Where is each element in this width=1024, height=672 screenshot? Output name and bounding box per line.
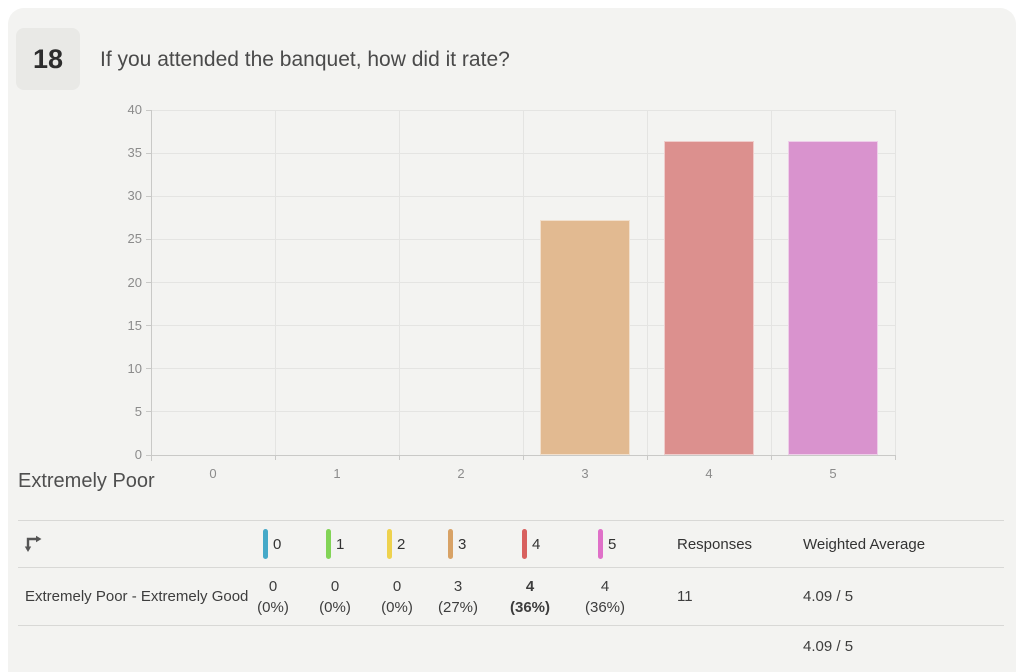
y-tick-label: 0: [134, 447, 142, 462]
y-tick-label: 30: [127, 188, 142, 204]
rating-column-label: 3: [458, 535, 467, 553]
rating-column-header-0: 0: [263, 520, 281, 568]
x-gridline: [150, 110, 152, 461]
x-gridline: [894, 110, 896, 455]
rating-cell-2: 0 (0%): [357, 568, 437, 625]
x-gridline: [274, 110, 276, 455]
x-tick-label: 1: [333, 466, 341, 481]
rating-color-pill: [263, 529, 268, 559]
y-tick: [146, 282, 151, 283]
responses-column-header: Responses: [677, 535, 753, 553]
rating-column-label: 2: [397, 535, 406, 553]
rating-count: 0: [330, 577, 340, 595]
y-tick: [146, 325, 151, 327]
rating-color-pill: [326, 529, 331, 559]
y-tick: [146, 109, 151, 111]
y-tick: [146, 411, 151, 413]
rating-count: 0: [392, 577, 402, 595]
x-tick: [274, 455, 276, 460]
rating-column-label: 0: [273, 535, 282, 553]
divider-above-table-header: [18, 520, 1004, 521]
y-tick: [146, 195, 151, 197]
rating-count: 3: [453, 577, 463, 595]
rating-cell-0: 0 (0%): [233, 568, 313, 625]
y-tick-label: 10: [127, 360, 142, 376]
answer-row-label: Extremely Poor - Extremely Good: [25, 588, 249, 605]
rating-count: 4: [525, 577, 535, 595]
x-gridline: [770, 110, 772, 455]
rating-cell-4: 4 (36%): [490, 568, 570, 625]
x-gridline: [646, 110, 648, 455]
weighted-average-value: 4.09 / 5: [803, 588, 854, 605]
y-tick: [146, 368, 151, 370]
y-tick-label: 15: [127, 317, 142, 333]
rating-cell-5: 4 (36%): [565, 568, 645, 625]
y-tick-label: 20: [127, 274, 142, 290]
x-tick-label: 4: [705, 466, 713, 481]
rating-percent: (0%): [257, 598, 289, 616]
x-tick: [894, 455, 896, 460]
x-tick-label: 3: [581, 466, 589, 481]
rating-color-pill: [522, 529, 527, 559]
bar-rating-5: [788, 141, 878, 455]
rating-cell-3: 3 (27%): [418, 568, 498, 625]
x-tick: [398, 455, 400, 460]
total-weighted-average: 4.09 / 5: [803, 637, 854, 655]
rating-count: 0: [268, 577, 278, 595]
x-tick: [522, 455, 524, 460]
x-gridline: [522, 110, 524, 455]
rating-percent: (36%): [584, 598, 625, 616]
rating-column-header-5: 5: [598, 520, 616, 568]
y-tick-label: 35: [127, 145, 142, 161]
rating-column-header-4: 4: [522, 520, 540, 568]
rating-count: 4: [600, 577, 610, 595]
rating-color-pill: [598, 529, 603, 559]
x-tick: [770, 455, 772, 460]
y-tick: [146, 238, 151, 240]
x-tick-label: 2: [457, 466, 465, 481]
x-tick: [150, 455, 152, 460]
y-tick: [146, 152, 151, 154]
y-tick-label: 25: [127, 231, 142, 247]
rating-cell-1: 0 (0%): [295, 568, 375, 625]
rating-percent: (36%): [509, 598, 550, 616]
y-tick-label: 5: [134, 403, 142, 419]
y-tick-label: 40: [127, 102, 142, 117]
rating-color-pill: [448, 529, 453, 559]
y-tick: [146, 454, 151, 456]
rating-percent: (0%): [381, 598, 413, 616]
x-gridline: [398, 110, 400, 455]
rating-color-pill: [387, 529, 392, 559]
rating-column-label: 1: [336, 535, 345, 553]
rating-column-header-1: 1: [326, 520, 344, 568]
rating-column-label: 5: [608, 535, 617, 553]
x-tick: [646, 455, 648, 460]
question-title: If you attended the banquet, how did it …: [100, 48, 510, 71]
divider-below-table-row: [18, 625, 1004, 626]
rating-column-label: 4: [532, 535, 541, 553]
question-number: 18: [32, 43, 64, 74]
x-tick-label: 0: [209, 466, 217, 481]
question-result-card: 18 If you attended the banquet, how did …: [8, 8, 1016, 672]
responses-value: 11: [677, 588, 693, 605]
branch-arrow-icon: [24, 535, 42, 552]
rating-column-header-3: 3: [448, 520, 466, 568]
divider-below-table-header: [18, 567, 1004, 568]
question-number-badge: 18: [16, 28, 80, 90]
bar-rating-3: [540, 219, 630, 455]
scale-heading: Extremely Poor: [18, 470, 155, 492]
x-tick-label: 5: [829, 466, 837, 481]
rating-percent: (27%): [437, 598, 478, 616]
rating-column-header-2: 2: [387, 520, 405, 568]
bar-rating-4: [664, 141, 754, 455]
weighted-average-column-header: Weighted Average: [803, 535, 926, 553]
rating-percent: (0%): [319, 598, 351, 616]
